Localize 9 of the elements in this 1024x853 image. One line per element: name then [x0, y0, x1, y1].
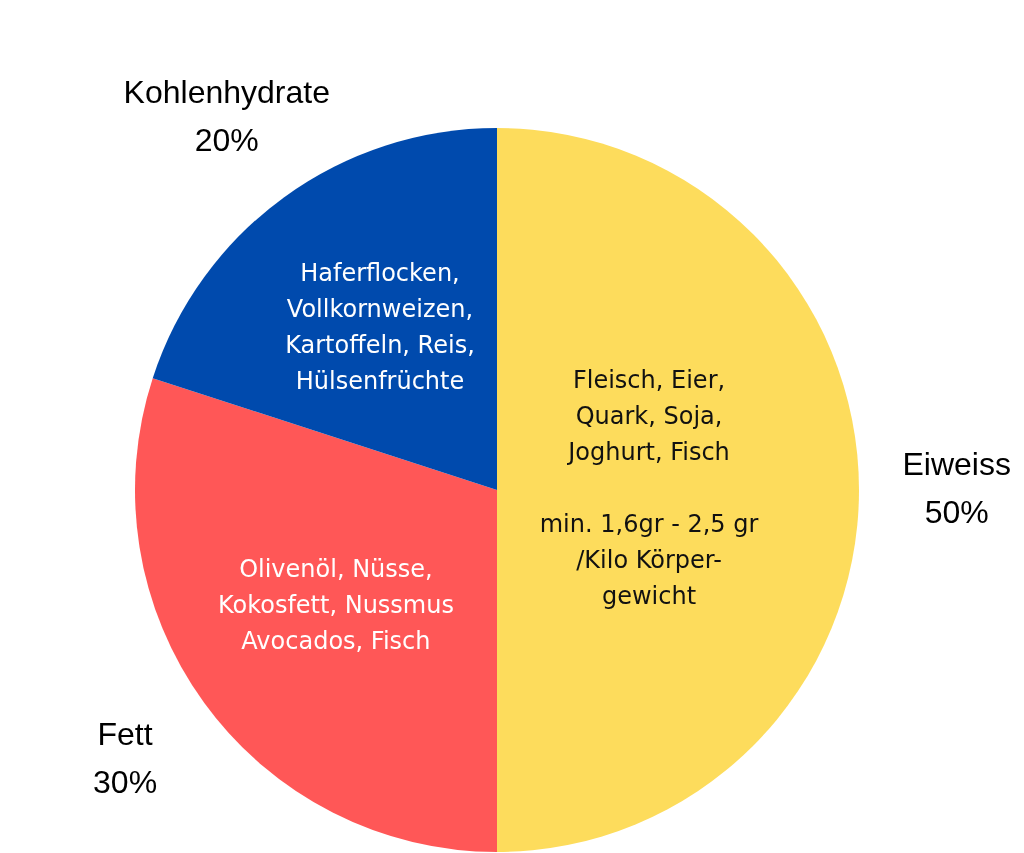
data-label: 30%: [93, 764, 158, 801]
slice-label: Kohlenhydrate: [123, 73, 330, 110]
text: Haferflocken, Vollkornweizen, Kartoffeln, Reis, Hülsenfrüchte: [285, 259, 475, 396]
text: Fleisch, Eier, Quark, Soja, Joghurt, Fisch min. 1,6gr - 2,5 gr /Kilo Körper- gewicht: [539, 366, 759, 611]
slice-label: Eiweiss: [902, 445, 1011, 482]
text: Olivenöl, Nüsse, Kokosfett, Nussmus Avocados, Fisch: [217, 555, 454, 656]
slice-label: Fett: [97, 716, 153, 753]
data-label: 50%: [924, 493, 989, 530]
data-label: 20%: [194, 121, 259, 158]
